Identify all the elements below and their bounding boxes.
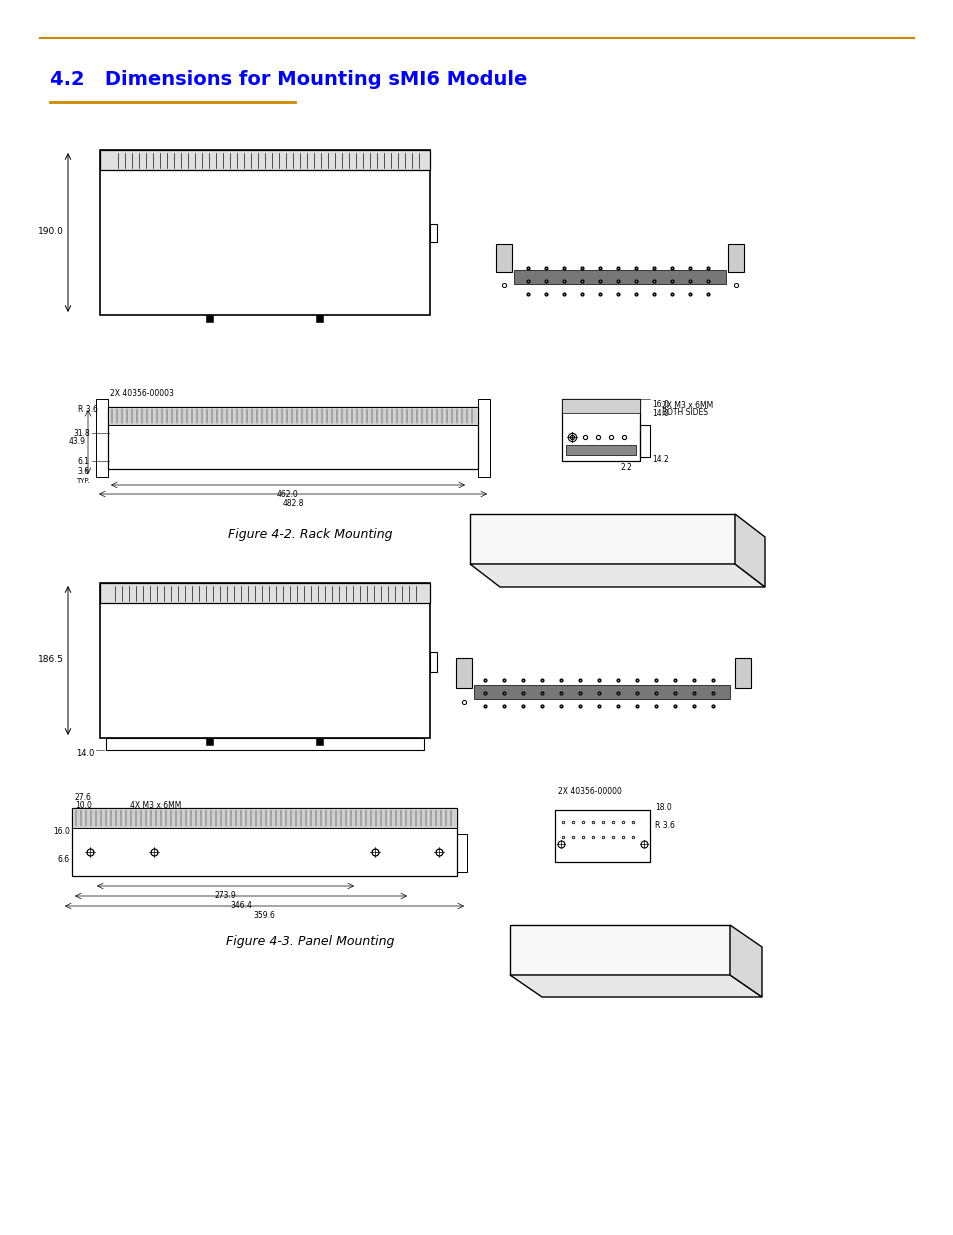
Bar bbox=[565, 445, 636, 454]
Polygon shape bbox=[510, 974, 761, 997]
Bar bbox=[100, 583, 430, 603]
Polygon shape bbox=[734, 514, 764, 587]
Text: Figure 4-2. Rack Mounting: Figure 4-2. Rack Mounting bbox=[228, 529, 392, 541]
Text: 31.8: 31.8 bbox=[73, 429, 90, 437]
Bar bbox=[456, 658, 472, 688]
Text: TYP.: TYP. bbox=[76, 478, 90, 484]
Bar bbox=[561, 399, 639, 461]
Text: 3.6: 3.6 bbox=[78, 468, 90, 477]
Bar bbox=[71, 808, 456, 827]
Polygon shape bbox=[729, 925, 761, 997]
Text: 16.0: 16.0 bbox=[651, 400, 668, 409]
Text: R 3.6: R 3.6 bbox=[78, 405, 98, 414]
Bar bbox=[639, 425, 649, 457]
Text: 273.9: 273.9 bbox=[213, 890, 235, 900]
Bar bbox=[430, 652, 436, 672]
Text: 462.0: 462.0 bbox=[276, 490, 298, 499]
Text: 4X M3 x 6MM: 4X M3 x 6MM bbox=[130, 802, 181, 810]
Text: 346.4: 346.4 bbox=[230, 902, 252, 910]
Text: 4.2   Dimensions for Mounting sMI6 Module: 4.2 Dimensions for Mounting sMI6 Module bbox=[50, 70, 527, 89]
Text: 10.0: 10.0 bbox=[75, 802, 91, 810]
Text: BOTH SIDES: BOTH SIDES bbox=[661, 408, 707, 417]
Text: 6.1: 6.1 bbox=[78, 457, 90, 466]
Bar bbox=[514, 270, 725, 284]
Bar bbox=[555, 810, 649, 862]
Bar bbox=[108, 408, 477, 425]
Text: Figure 4-3. Panel Mounting: Figure 4-3. Panel Mounting bbox=[226, 935, 394, 948]
Bar bbox=[430, 224, 436, 242]
Polygon shape bbox=[470, 514, 734, 564]
Text: 43.9: 43.9 bbox=[69, 437, 86, 447]
Bar bbox=[100, 149, 430, 315]
Text: 2X 40356-00000: 2X 40356-00000 bbox=[558, 787, 621, 797]
Bar bbox=[456, 834, 467, 872]
Bar bbox=[100, 583, 430, 739]
Text: 2.2: 2.2 bbox=[619, 463, 631, 473]
Text: 2X 40356-00003: 2X 40356-00003 bbox=[110, 389, 173, 398]
Bar bbox=[71, 808, 456, 876]
Bar bbox=[474, 685, 729, 699]
Bar bbox=[315, 739, 323, 745]
Text: 2X M3 x 6MM: 2X M3 x 6MM bbox=[661, 401, 713, 410]
Text: 18.0: 18.0 bbox=[655, 804, 671, 813]
Bar bbox=[96, 399, 108, 477]
Bar bbox=[206, 315, 213, 322]
Bar bbox=[108, 408, 477, 469]
Text: 14.2: 14.2 bbox=[651, 454, 668, 463]
Text: 16.0: 16.0 bbox=[53, 827, 70, 836]
Bar bbox=[106, 739, 423, 750]
Text: 186.5: 186.5 bbox=[38, 656, 64, 664]
Text: 359.6: 359.6 bbox=[253, 911, 274, 920]
Text: 14.0: 14.0 bbox=[75, 750, 94, 758]
Polygon shape bbox=[510, 925, 729, 974]
Text: 190.0: 190.0 bbox=[38, 227, 64, 236]
Bar bbox=[100, 149, 430, 170]
Bar bbox=[206, 739, 213, 745]
Bar bbox=[477, 399, 490, 477]
Text: 482.8: 482.8 bbox=[282, 499, 303, 508]
Text: R 3.6: R 3.6 bbox=[655, 821, 674, 830]
Text: 14.0: 14.0 bbox=[651, 410, 668, 419]
Bar bbox=[496, 245, 512, 272]
Text: 6.6: 6.6 bbox=[58, 856, 70, 864]
Bar bbox=[315, 315, 323, 322]
Polygon shape bbox=[470, 564, 764, 587]
Text: 27.6: 27.6 bbox=[75, 793, 91, 802]
Bar bbox=[734, 658, 750, 688]
Bar bbox=[727, 245, 743, 272]
Bar bbox=[561, 399, 639, 412]
